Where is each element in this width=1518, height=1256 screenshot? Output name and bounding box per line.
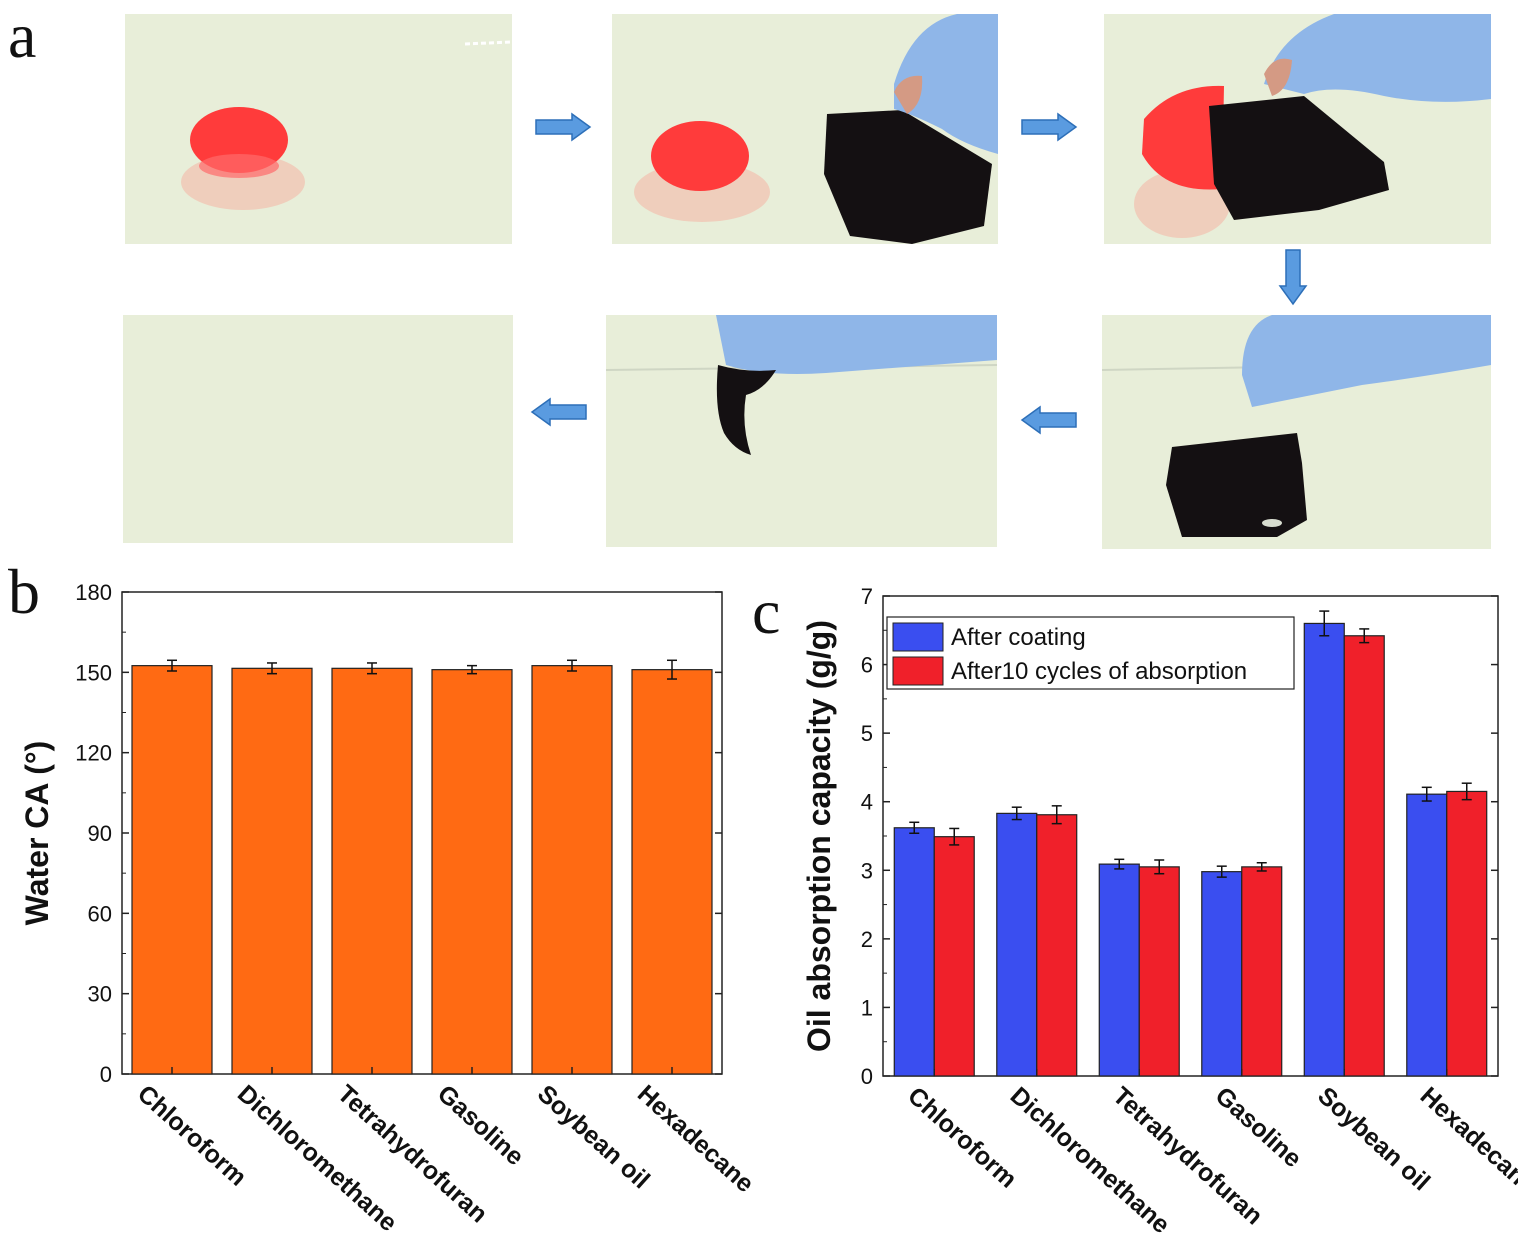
photo-surface-clean	[123, 315, 513, 543]
y-tick-label: 30	[88, 982, 112, 1007]
arrow-right-icon	[535, 112, 592, 142]
y-tick-label: 3	[861, 858, 873, 883]
y-tick-label: 180	[75, 580, 112, 605]
panel-label-b: b	[8, 556, 40, 627]
y-tick-label: 2	[861, 927, 873, 952]
photo-sponge-removed	[606, 315, 997, 547]
panel-label-a: a	[8, 0, 37, 71]
photo-sponge-contact	[1104, 14, 1491, 244]
bar	[1036, 814, 1078, 1077]
photo-droplet-initial	[125, 14, 512, 244]
bar	[631, 669, 713, 1075]
bar	[1303, 622, 1345, 1077]
y-tick-label: 7	[861, 584, 873, 609]
arrow-right-icon	[1021, 112, 1078, 142]
y-tick-label: 90	[88, 821, 112, 846]
bar	[893, 827, 935, 1077]
legend-label: After10 cycles of absorption	[951, 658, 1247, 685]
y-axis-label: Oil absorption capacity (g/g)	[801, 620, 837, 1052]
legend-box	[886, 616, 1295, 690]
legend-label: After coating	[951, 624, 1086, 651]
legend-swatch	[892, 622, 944, 652]
bar	[231, 667, 313, 1075]
x-tick-label: Hexadecane	[1415, 1082, 1518, 1201]
bar	[1138, 866, 1180, 1077]
bar	[431, 669, 513, 1075]
photo-sponge-approaching	[612, 14, 998, 244]
arrow-down-icon	[1278, 249, 1308, 306]
arrow-left-icon	[1020, 405, 1077, 435]
photo-sponge-lifted	[1102, 315, 1491, 549]
y-tick-label: 5	[861, 721, 873, 746]
bar	[1241, 866, 1283, 1077]
y-axis-label: Water CA (°)	[19, 741, 55, 926]
y-tick-label: 0	[861, 1064, 873, 1089]
y-tick-label: 120	[75, 741, 112, 766]
legend-swatch	[892, 656, 944, 686]
y-tick-label: 1	[861, 995, 873, 1020]
x-tick-label: Gasoline	[1210, 1082, 1307, 1174]
bar	[1446, 790, 1488, 1077]
bar	[1343, 635, 1385, 1077]
bar	[1098, 863, 1140, 1077]
x-tick-label: Chloroform	[902, 1082, 1022, 1194]
y-tick-label: 4	[861, 790, 873, 815]
bar	[1406, 793, 1448, 1077]
y-tick-label: 6	[861, 653, 873, 678]
y-tick-label: 60	[88, 901, 112, 926]
y-tick-label: 0	[100, 1062, 112, 1087]
bar	[996, 812, 1038, 1077]
bar	[331, 667, 413, 1075]
panel-label-c: c	[752, 576, 781, 647]
bar	[1201, 871, 1243, 1077]
arrow-left-icon	[530, 397, 587, 427]
bar	[933, 836, 975, 1077]
y-tick-label: 150	[75, 660, 112, 685]
